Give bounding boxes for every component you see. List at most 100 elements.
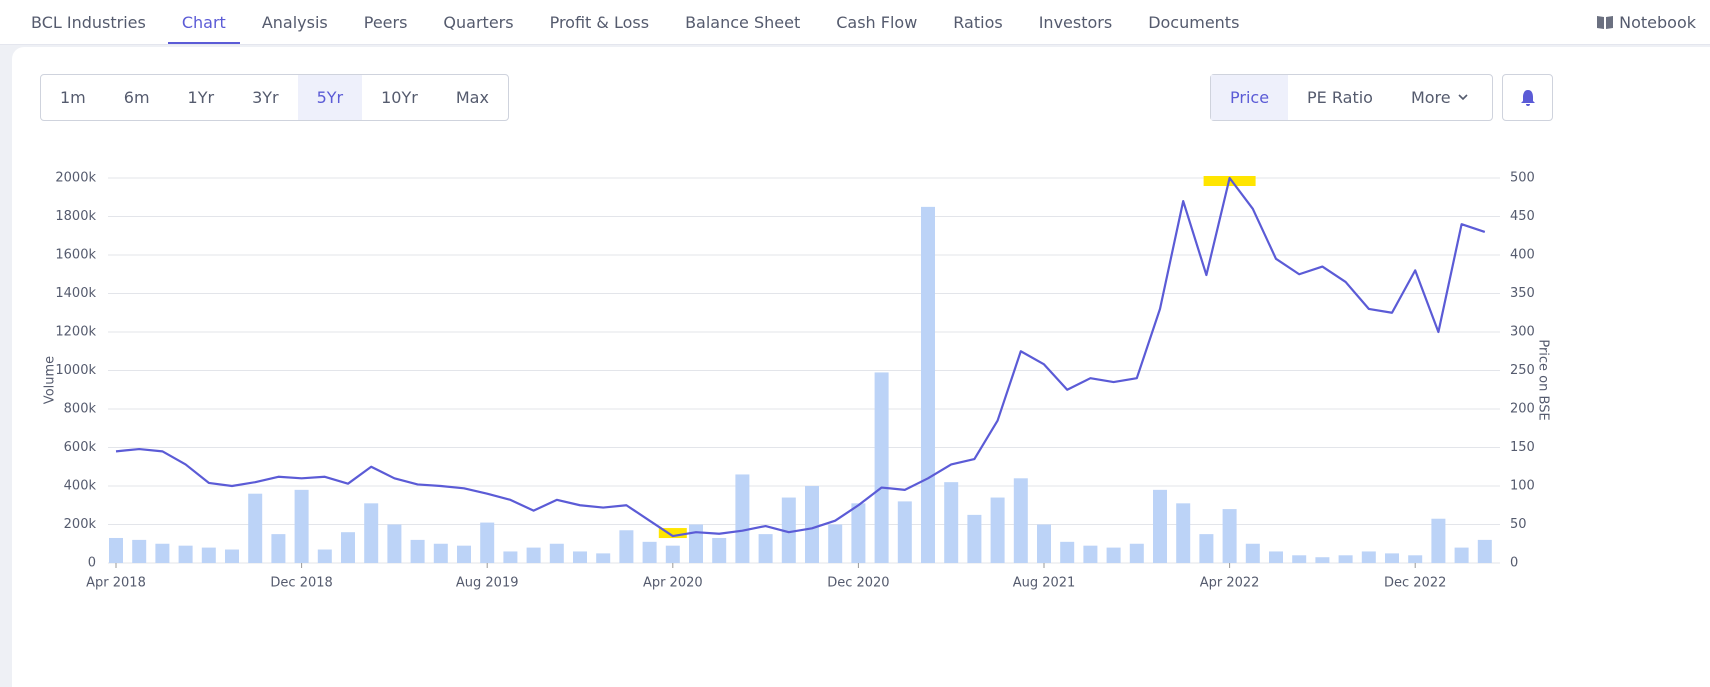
volume-bar xyxy=(1129,543,1144,563)
volume-bar xyxy=(1408,555,1423,563)
nav-tab[interactable]: Ratios xyxy=(953,12,1003,32)
volume-bar xyxy=(1060,541,1075,563)
period-button[interactable]: 10Yr xyxy=(381,88,418,107)
volume-bar xyxy=(735,474,750,563)
alert-button[interactable] xyxy=(1502,74,1553,121)
volume-bar xyxy=(1153,489,1167,563)
volume-bar xyxy=(1269,551,1283,563)
y2-tick-label: 250 xyxy=(1510,363,1535,378)
y-tick-label: 0 xyxy=(88,556,96,571)
metric-button[interactable]: Price xyxy=(1211,75,1289,120)
y2-tick-label: 100 xyxy=(1510,479,1535,494)
volume-bar xyxy=(1338,555,1353,563)
y-tick-label: 600k xyxy=(64,440,97,455)
volume-bar xyxy=(851,503,866,563)
metric-button[interactable]: PE Ratio xyxy=(1307,88,1373,107)
notebook-link[interactable]: Notebook xyxy=(1597,0,1696,44)
x-tick-label: Aug 2021 xyxy=(1013,576,1076,591)
period-button[interactable]: 6m xyxy=(123,88,150,107)
nav-tab[interactable]: Investors xyxy=(1038,12,1113,32)
volume-bar xyxy=(944,482,959,563)
volume-bar xyxy=(178,545,193,563)
nav-tab[interactable]: Documents xyxy=(1148,12,1240,32)
period-button[interactable]: 3Yr xyxy=(252,88,279,107)
y2-tick-label: 450 xyxy=(1510,209,1535,224)
volume-bar xyxy=(503,551,518,563)
volume-bar xyxy=(341,532,355,563)
y2-axis-label: Price on BSE xyxy=(1536,339,1551,420)
volume-bar xyxy=(967,514,982,563)
volume-bar xyxy=(921,206,935,563)
period-button[interactable]: Max xyxy=(455,88,489,107)
volume-bar xyxy=(1222,509,1237,563)
period-button[interactable]: 5Yr xyxy=(297,75,363,120)
more-label[interactable]: More xyxy=(1410,88,1451,107)
x-tick-label: Dec 2020 xyxy=(827,576,889,591)
more-dropdown[interactable]: More xyxy=(1392,75,1492,120)
x-tick-label: Dec 2022 xyxy=(1384,576,1446,591)
volume-bar xyxy=(781,497,796,563)
volume-bar xyxy=(387,524,402,563)
volume-bar xyxy=(225,549,239,563)
volume-bar xyxy=(758,534,773,563)
nav-tab[interactable]: Balance Sheet xyxy=(685,12,801,32)
chart: 0 200k 400k 600k 800k 1000k 1200k 1400k 1600k 180… xyxy=(43,171,1551,591)
y2-tick-label: 0 xyxy=(1510,556,1518,571)
volume-bar xyxy=(480,522,495,563)
volume-bar xyxy=(1013,478,1028,563)
volume-bar xyxy=(457,545,471,563)
volume-bar xyxy=(805,486,819,563)
price-line xyxy=(115,176,1486,538)
nav-tab[interactable]: Cash Flow xyxy=(836,12,918,32)
y-tick-label: 2000k xyxy=(55,171,96,186)
volume-bar xyxy=(712,537,727,563)
volume-bar xyxy=(364,503,379,563)
volume-bar xyxy=(1385,553,1399,563)
nav-bar: BCL Industries Chart Analysis Peers Quarters… xyxy=(0,0,1710,45)
period-button[interactable]: 1m xyxy=(60,88,86,107)
volume-bar xyxy=(828,524,843,563)
volume-bar xyxy=(665,545,680,563)
period-button[interactable]: 1Yr xyxy=(187,88,215,107)
nav-tab[interactable]: Quarters xyxy=(443,12,514,32)
volume-bar xyxy=(874,372,889,563)
y2-tick-label: 500 xyxy=(1510,171,1535,186)
nav-tab[interactable]: Analysis xyxy=(261,12,328,32)
volume-bar xyxy=(1176,503,1191,563)
nav-tab[interactable]: Peers xyxy=(363,12,408,32)
volume-bar xyxy=(1454,547,1469,563)
volume-bar xyxy=(1431,518,1446,563)
metric-selector: Price PE Ratio More xyxy=(1210,74,1493,121)
y-tick-label: 1400k xyxy=(55,286,96,301)
x-tick-label: Apr 2020 xyxy=(643,576,703,591)
y2-tick-label: 400 xyxy=(1510,248,1535,263)
y-tick-label: 1800k xyxy=(55,209,96,224)
nav-tab[interactable]: BCL Industries xyxy=(31,12,146,32)
nav-tab[interactable]: Profit & Loss xyxy=(549,12,650,32)
y2-tick-label: 300 xyxy=(1510,325,1535,340)
nav-tab[interactable]: Chart xyxy=(164,0,244,44)
notebook-label[interactable]: Notebook xyxy=(1619,12,1696,32)
bell-icon xyxy=(1520,89,1535,106)
volume-bar xyxy=(1083,545,1098,563)
volume-bar xyxy=(1037,524,1051,563)
book-icon xyxy=(1597,16,1614,29)
volume-bar xyxy=(549,543,564,563)
volume-bar xyxy=(433,543,448,563)
x-tick-label: Dec 2018 xyxy=(270,576,332,591)
volume-bar xyxy=(526,547,541,563)
y-tick-label: 1200k xyxy=(55,325,96,340)
y2-tick-label: 150 xyxy=(1510,440,1535,455)
y2-tick-label: 350 xyxy=(1510,286,1535,301)
y-axis-label: Volume xyxy=(43,356,58,404)
volume-bar xyxy=(1199,534,1214,563)
volume-bar xyxy=(1477,539,1492,563)
volume-bar xyxy=(642,541,657,563)
volume-bar xyxy=(201,547,216,563)
x-tick-label: Apr 2018 xyxy=(86,576,146,591)
y2-tick-label: 50 xyxy=(1510,517,1527,532)
volume-bar xyxy=(317,549,332,563)
volume-bar xyxy=(1106,547,1121,563)
y2-tick-label: 200 xyxy=(1510,402,1535,417)
volume-bar xyxy=(1292,555,1307,563)
